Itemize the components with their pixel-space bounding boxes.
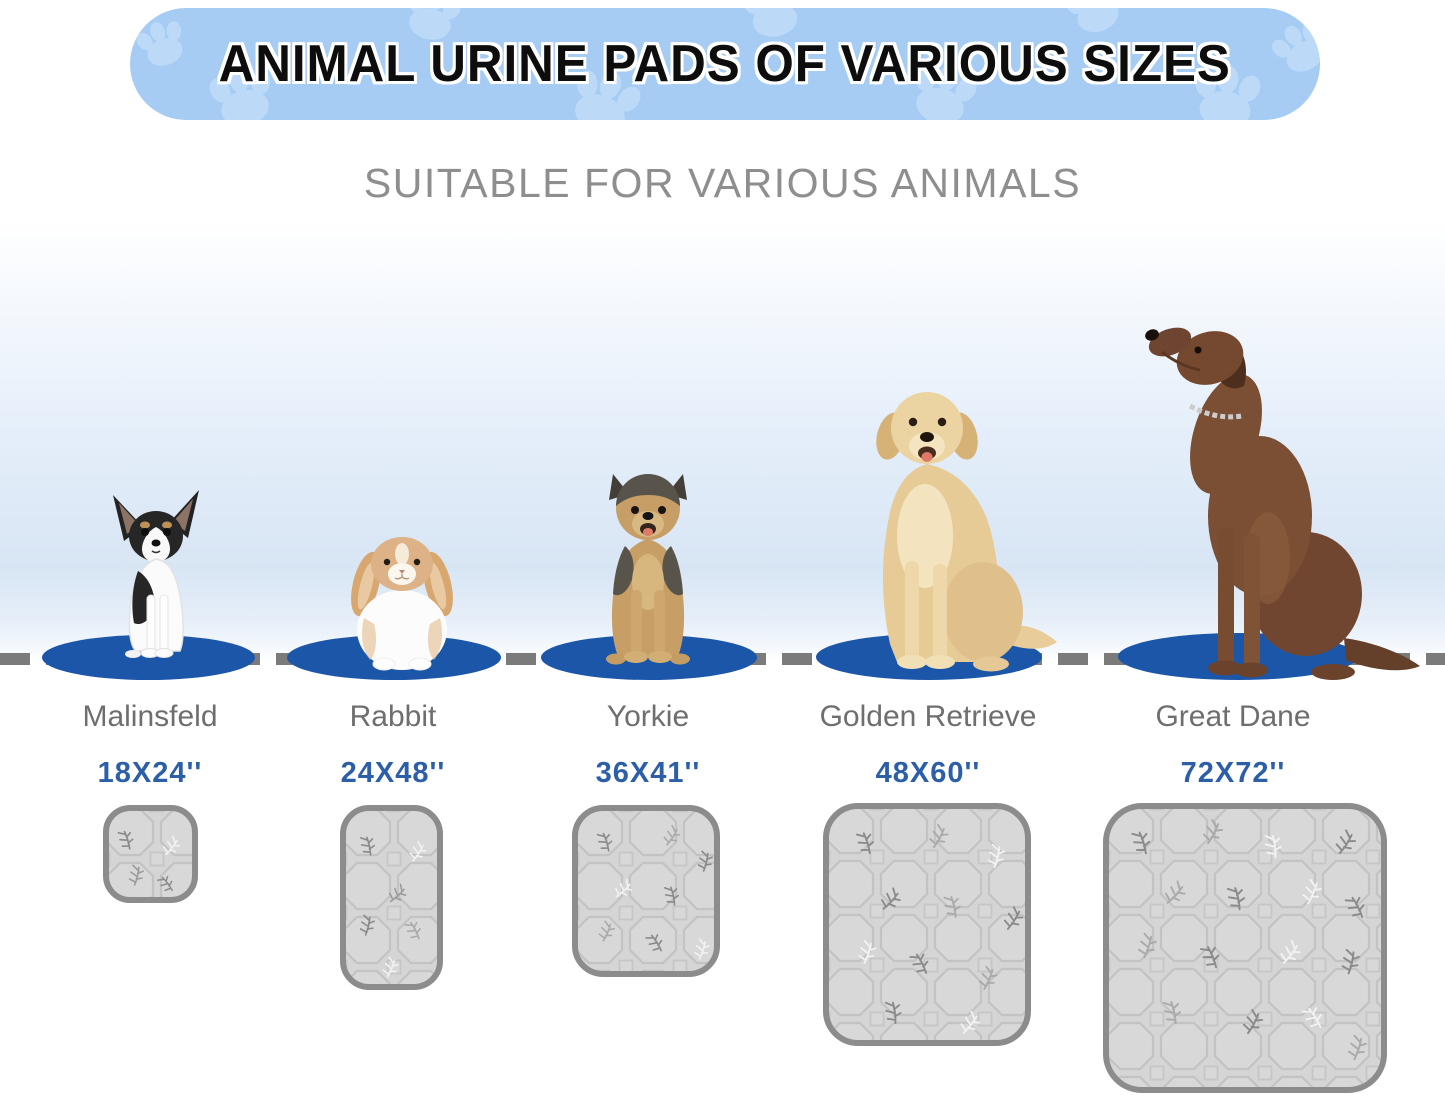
title-banner: ANIMAL URINE PADS OF VARIOUS SIZES bbox=[130, 8, 1320, 120]
pad-size-label: 18X24'' bbox=[97, 757, 203, 789]
page-subtitle: SUITABLE FOR VARIOUS ANIMALS bbox=[363, 160, 1082, 206]
great-dane-photo bbox=[1145, 327, 1420, 680]
chihuahua-photo bbox=[113, 490, 199, 658]
pad-size-label: 48X60'' bbox=[875, 757, 981, 789]
pad-size-label: 36X41'' bbox=[595, 757, 701, 789]
pad-size-label: 72X72'' bbox=[1180, 757, 1286, 789]
pad-preview-48x60 bbox=[823, 803, 1031, 1046]
pad-preview-24x48 bbox=[340, 805, 443, 990]
golden-retriever-photo bbox=[876, 392, 1057, 672]
animal-name-label: Yorkie bbox=[606, 700, 690, 733]
page-title: ANIMAL URINE PADS OF VARIOUS SIZES bbox=[218, 35, 1232, 93]
animal-name-label: Golden Retrieve bbox=[819, 700, 1037, 733]
animal-name-label: Great Dane bbox=[1155, 700, 1311, 733]
pad-size-label: 24X48'' bbox=[340, 757, 446, 789]
animal-name-label: Rabbit bbox=[349, 700, 437, 733]
pad-preview-18x24 bbox=[103, 805, 198, 903]
pad-preview-36x41 bbox=[572, 805, 720, 977]
pad-preview-72x72 bbox=[1103, 803, 1387, 1093]
lop-rabbit-photo bbox=[351, 537, 453, 671]
animal-name-label: Malinsfeld bbox=[82, 700, 218, 733]
yorkshire-terrier-photo bbox=[606, 474, 690, 665]
